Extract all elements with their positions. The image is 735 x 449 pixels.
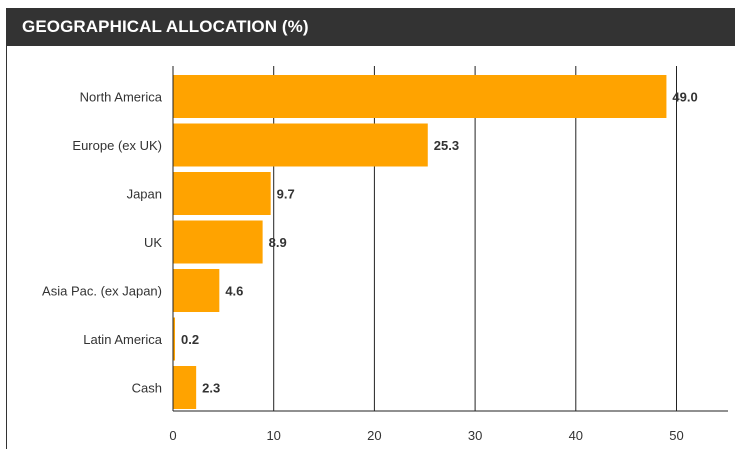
- x-tick-label-30: 30: [468, 428, 482, 443]
- category-label-4: Asia Pac. (ex Japan): [42, 284, 162, 299]
- x-tick-label-40: 40: [569, 428, 583, 443]
- value-label-5: 0.2: [181, 332, 199, 347]
- value-label-6: 2.3: [202, 381, 220, 396]
- category-label-2: Japan: [127, 187, 162, 202]
- value-label-3: 8.9: [269, 235, 287, 250]
- category-label-5: Latin America: [83, 332, 163, 347]
- value-label-2: 9.7: [277, 187, 295, 202]
- bar-2: [173, 172, 271, 215]
- bar-4: [173, 269, 219, 312]
- bar-3: [173, 221, 263, 264]
- bar-0: [173, 75, 666, 118]
- bar-6: [173, 366, 196, 409]
- bar-1: [173, 124, 428, 167]
- value-label-0: 49.0: [672, 90, 697, 105]
- value-label-4: 4.6: [225, 284, 243, 299]
- category-label-3: UK: [144, 235, 162, 250]
- x-tick-label-10: 10: [266, 428, 280, 443]
- category-label-1: Europe (ex UK): [72, 138, 162, 153]
- value-label-1: 25.3: [434, 138, 459, 153]
- x-tick-label-20: 20: [367, 428, 381, 443]
- x-tick-label-50: 50: [669, 428, 683, 443]
- x-tick-label-0: 0: [169, 428, 176, 443]
- category-label-6: Cash: [132, 381, 162, 396]
- category-label-0: North America: [80, 90, 163, 105]
